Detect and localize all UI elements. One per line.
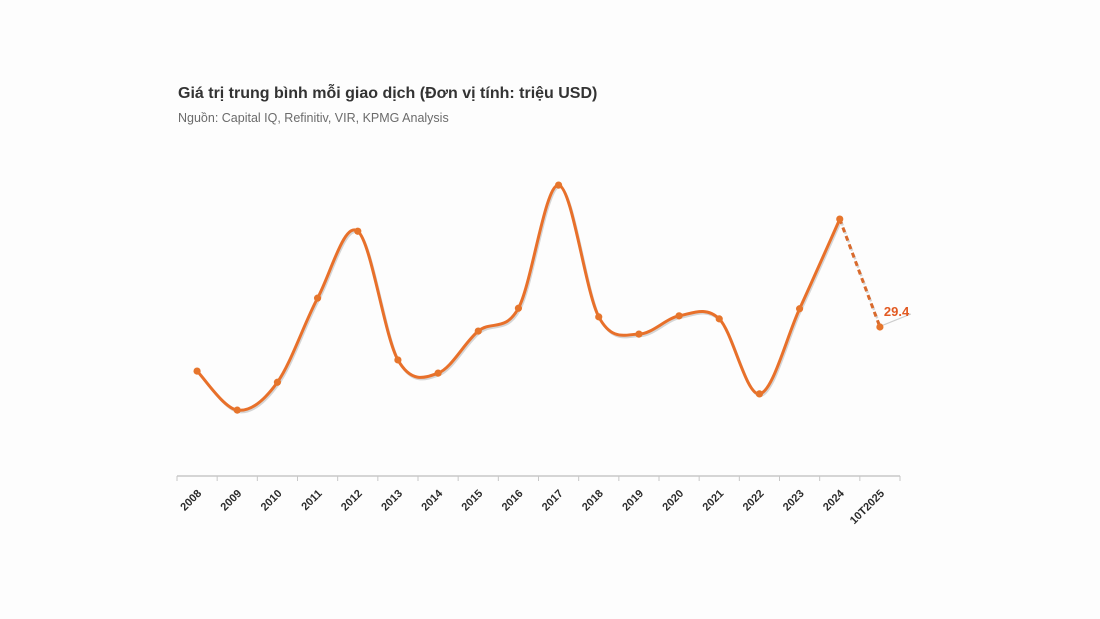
- x-axis-label-2013: 2013: [379, 488, 405, 514]
- data-point-2020: [675, 312, 683, 320]
- data-point-2017: [554, 181, 563, 189]
- x-axis-label-2019: 2019: [620, 488, 646, 514]
- data-point-2011: [313, 294, 322, 302]
- x-axis-label-2011: 2011: [299, 488, 324, 513]
- x-axis-label-2024: 2024: [821, 487, 847, 513]
- chart-source-note: Nguồn: Capital IQ, Refinitiv, VIR, KPMG …: [178, 111, 449, 126]
- x-axis-label-2016: 2016: [500, 488, 526, 514]
- chart-header: Giá trị trung bình mỗi giao dịch (Đơn vị…: [178, 84, 597, 126]
- x-axis-label-2015: 2015: [460, 488, 486, 514]
- data-point-2010: [273, 378, 282, 386]
- x-axis-label-2010: 2010: [259, 488, 285, 514]
- data-point-2024: [836, 215, 844, 223]
- x-axis-label-10T2025: 10T2025: [848, 488, 887, 527]
- data-point-2014: [434, 369, 442, 377]
- x-axis-label-2017: 2017: [540, 488, 566, 514]
- series-line: [195, 183, 842, 412]
- x-axis-label-2018: 2018: [580, 488, 606, 514]
- x-axis-label-2009: 2009: [219, 488, 245, 514]
- data-point-2012: [354, 227, 362, 235]
- data-point-2021: [715, 315, 723, 323]
- data-point-2019: [635, 330, 643, 338]
- label-leader-line: [880, 313, 912, 327]
- x-axis-label-2008: 2008: [178, 488, 204, 514]
- x-axis-label-2021: 2021: [701, 488, 727, 514]
- x-axis-label-2012: 2012: [339, 488, 365, 514]
- data-point-2022: [755, 390, 764, 398]
- x-axis-label-2020: 2020: [660, 488, 686, 514]
- data-point-2009: [233, 406, 241, 414]
- data-point-2008: [193, 367, 201, 375]
- data-point-2013: [394, 356, 402, 364]
- chart-title: Giá trị trung bình mỗi giao dịch (Đơn vị…: [178, 85, 598, 102]
- data-point-2015: [474, 327, 482, 335]
- data-point-2023: [795, 305, 804, 313]
- data-point-2018: [595, 313, 603, 321]
- forecast-dashed-line: [838, 218, 882, 328]
- data-point-10T2025: [876, 323, 884, 331]
- x-axis-label-2023: 2023: [781, 488, 807, 514]
- x-axis-label-2022: 2022: [741, 488, 767, 514]
- x-axis-label-2014: 2014: [419, 487, 445, 513]
- last-point-value-label: 29.4: [884, 304, 910, 319]
- data-point-2016: [514, 304, 523, 312]
